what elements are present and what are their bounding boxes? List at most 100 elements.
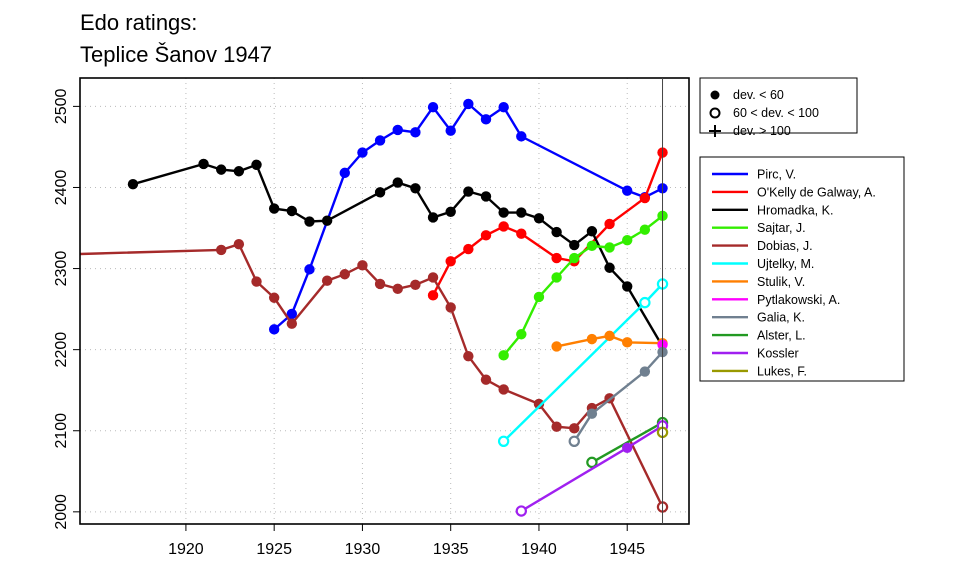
data-point — [569, 423, 580, 434]
data-point — [392, 283, 403, 295]
legend-label: Hromadka, K. — [757, 203, 833, 217]
plus-marker-icon — [709, 125, 721, 137]
series-line — [502, 214, 664, 357]
data-point — [427, 272, 439, 283]
filled-marker-icon — [710, 90, 720, 100]
data-point — [445, 302, 456, 313]
data-point — [374, 278, 386, 290]
marker-legend-label: 60 < dev. < 100 — [733, 106, 819, 120]
data-point — [622, 337, 633, 348]
data-point — [392, 124, 403, 136]
legend-label: O'Kelly de Galway, A. — [757, 185, 876, 199]
data-point — [392, 177, 403, 188]
data-point — [480, 114, 492, 125]
data-point — [321, 215, 333, 226]
data-point — [304, 216, 315, 227]
series-line — [591, 421, 664, 464]
data-point — [268, 292, 280, 303]
legend-label: Stulik, V. — [757, 275, 805, 289]
data-point — [551, 272, 562, 283]
series-sajtar-j — [498, 210, 668, 361]
data-point — [516, 329, 527, 340]
data-point — [463, 243, 474, 255]
data-point — [321, 275, 333, 286]
data-point — [251, 159, 262, 170]
series-line — [520, 424, 664, 513]
marker-legend-label: dev. > 100 — [733, 124, 791, 138]
data-point — [551, 226, 562, 238]
y-tick-label: 2000 — [53, 494, 70, 530]
data-point — [286, 308, 298, 320]
data-point — [268, 203, 280, 214]
data-point — [515, 505, 528, 517]
y-tick-label: 2300 — [53, 251, 70, 287]
data-point — [551, 341, 562, 352]
data-point — [586, 408, 598, 419]
data-point — [569, 239, 580, 251]
data-point — [604, 330, 615, 342]
series-line — [573, 351, 664, 442]
legend-label: Kossler — [757, 347, 799, 361]
data-point — [497, 435, 510, 447]
data-point — [286, 205, 298, 217]
data-point — [410, 279, 421, 290]
y-tick-label: 2400 — [53, 170, 70, 206]
data-point — [268, 324, 280, 335]
data-point — [622, 234, 633, 246]
data-point — [639, 366, 651, 377]
data-point — [127, 179, 139, 190]
data-point — [463, 350, 474, 362]
legend-label: Galia, K. — [757, 311, 805, 325]
series-alster-l — [586, 416, 669, 469]
grid — [80, 78, 689, 524]
data-point — [498, 101, 509, 113]
data-point — [233, 239, 245, 250]
legend-label: Pytlakowski, A. — [757, 293, 840, 307]
data-point — [251, 276, 262, 287]
data-point — [216, 244, 227, 256]
data-point — [463, 186, 474, 197]
legend-label: Alster, L. — [757, 329, 806, 343]
series-legend: Pirc, V. O'Kelly de Galway, A. Hromadka, K… — [699, 156, 905, 382]
legend-label: Ujtelky, M. — [757, 257, 814, 271]
y-tick-label: 2500 — [53, 88, 70, 124]
data-point — [586, 240, 598, 252]
legend-label: Sajtar, J. — [757, 221, 806, 235]
data-point — [569, 252, 580, 264]
data-point — [339, 167, 350, 179]
data-point — [427, 101, 439, 113]
data-point — [339, 269, 350, 280]
data-point — [604, 218, 615, 230]
series-stulik-v — [551, 330, 668, 352]
y-tick-label: 2100 — [53, 413, 70, 449]
series-legend-box — [699, 156, 905, 382]
marker-legend-label: dev. < 60 — [733, 88, 784, 102]
chart-title-line-1: Edo ratings: — [80, 10, 197, 35]
data-point — [463, 98, 474, 110]
data-point — [233, 166, 245, 177]
data-point — [604, 242, 615, 253]
data-point — [216, 164, 227, 175]
data-point — [533, 213, 545, 224]
data-point — [357, 147, 368, 158]
series-ujtelky-m — [497, 278, 669, 447]
chart-title-line-2: Teplice Šanov 1947 — [80, 42, 272, 67]
data-point — [639, 224, 651, 235]
data-point — [480, 191, 492, 202]
x-tick-label: 1935 — [433, 541, 469, 558]
data-point — [533, 398, 545, 410]
open-marker-icon — [709, 107, 721, 119]
data-point — [480, 230, 492, 241]
data-point — [622, 281, 633, 292]
data-point — [604, 262, 615, 273]
y-tick-label: 2200 — [53, 332, 70, 368]
data-point — [427, 212, 439, 223]
data-point — [551, 421, 562, 432]
data-point — [357, 260, 368, 271]
data-point — [498, 350, 509, 361]
data-point — [498, 384, 509, 395]
x-tick-label: 1925 — [256, 541, 292, 558]
data-point — [410, 183, 421, 194]
data-point — [568, 435, 580, 447]
